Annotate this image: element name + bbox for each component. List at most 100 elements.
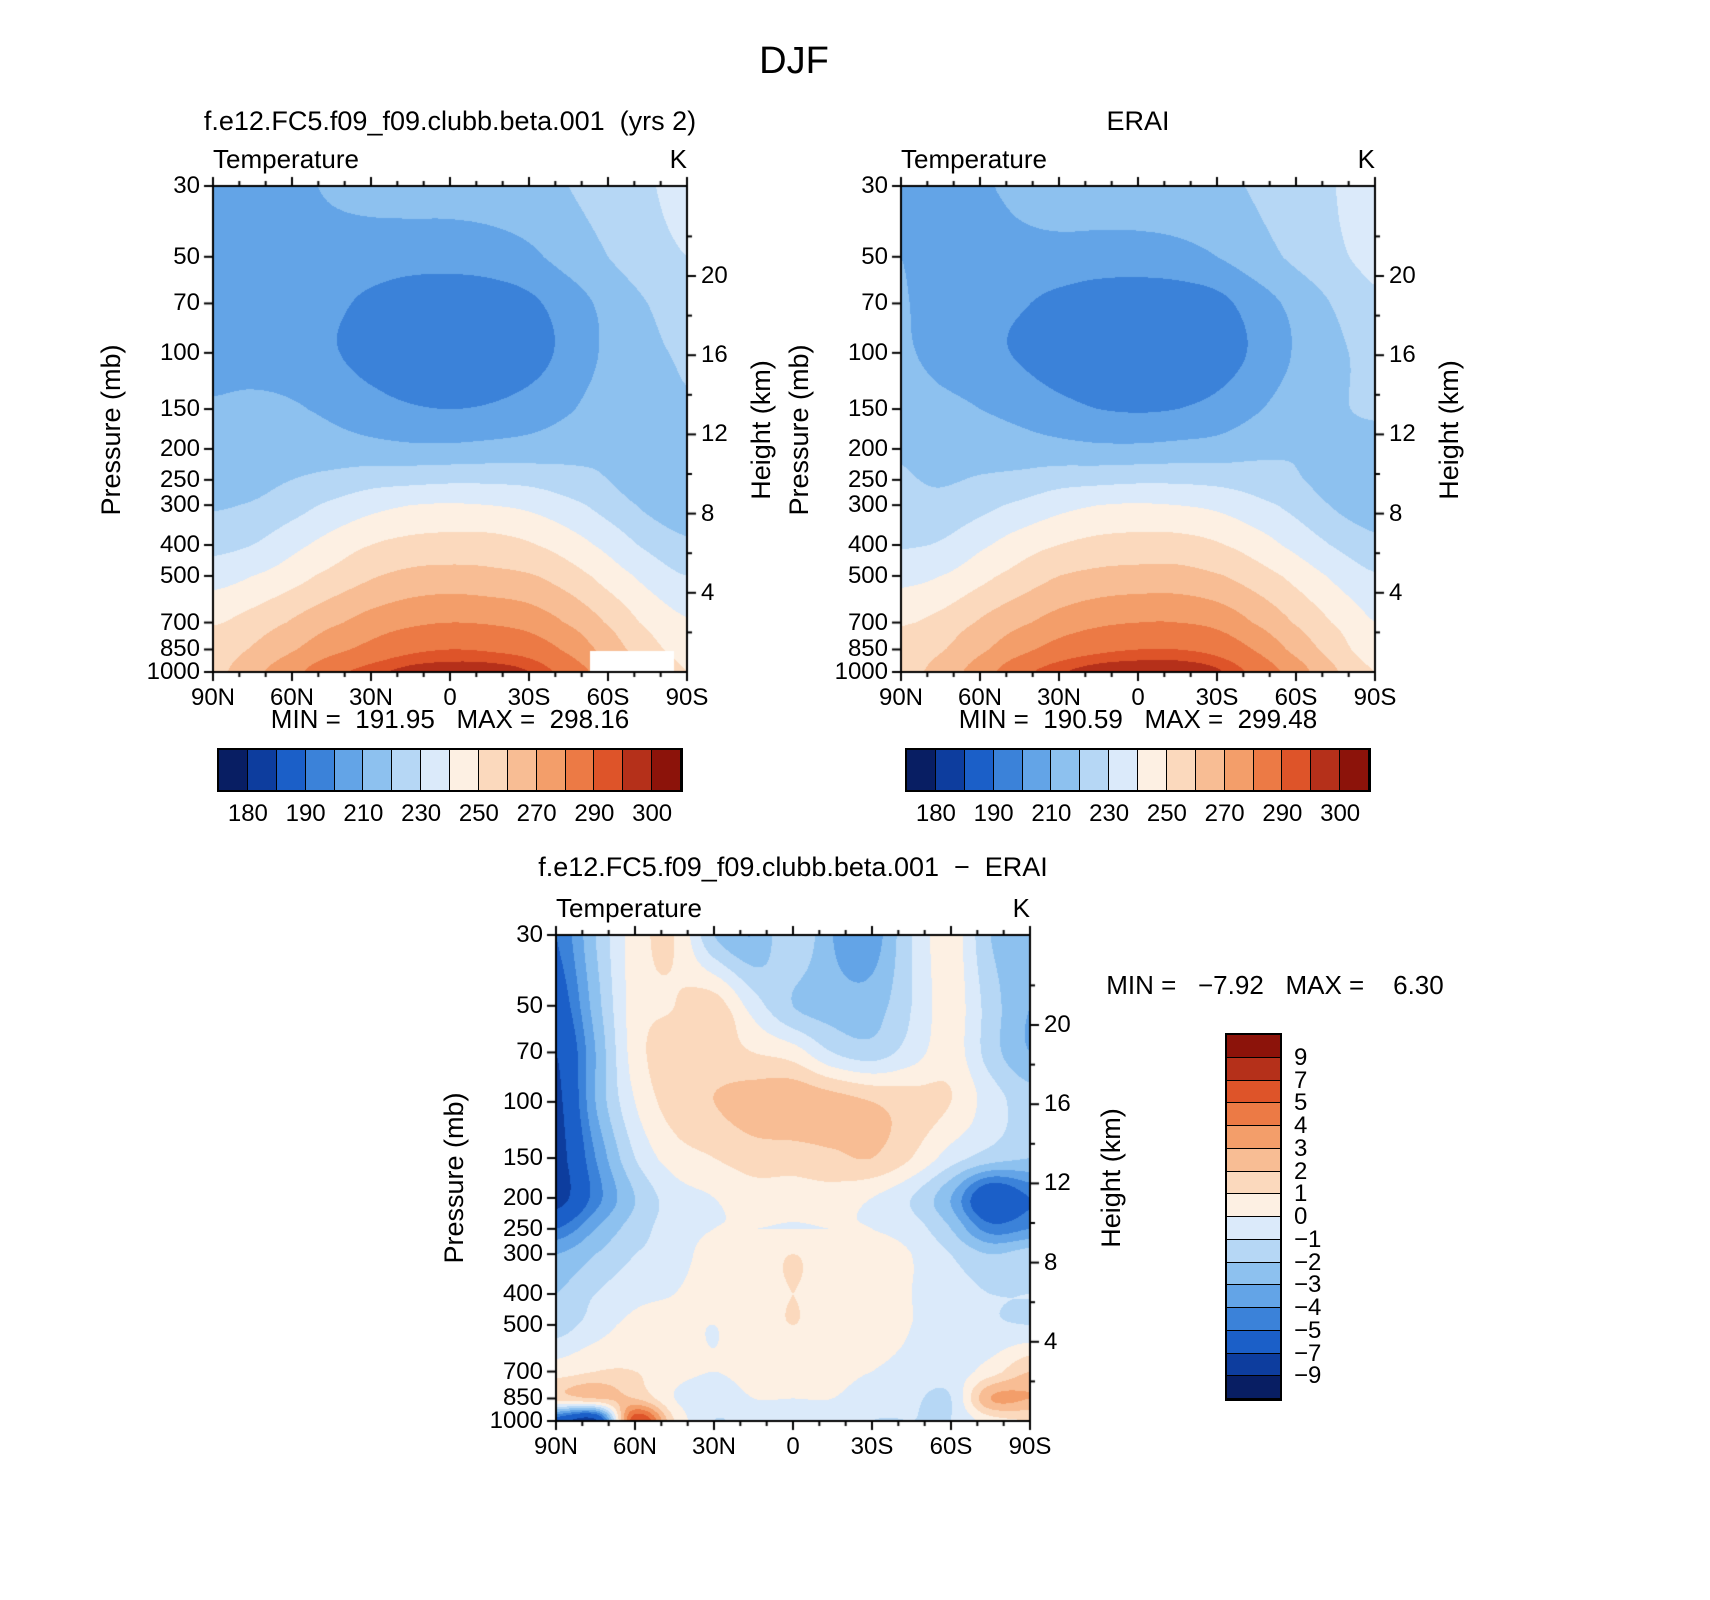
colorbar-segment (1253, 750, 1283, 790)
colorbar-segment (305, 750, 335, 790)
tick-label: 500 (847, 561, 888, 589)
tick-label: 290 (574, 800, 615, 827)
colorbar-segment (993, 750, 1023, 790)
tick-label: 180 (915, 800, 956, 827)
colorbar-segment (1227, 1262, 1280, 1286)
colorbar-segment (907, 750, 936, 790)
panel-title-diff: f.e12.FC5.f09_f09.clubb.beta.001 − ERAI (538, 852, 1048, 882)
tick-label: 210 (343, 800, 384, 827)
colorbar-segment (1195, 750, 1225, 790)
colorbar-segment (1138, 750, 1167, 790)
minmax-diff: MIN = −7.92 MAX = 6.30 (1106, 970, 1444, 1000)
tick-label: 700 (847, 608, 888, 636)
colorbar-segment (1227, 1239, 1280, 1263)
tick-label: 30S (850, 1433, 894, 1460)
tick-label: 400 (847, 531, 888, 558)
contour-canvas-erai (889, 174, 1387, 684)
field-label-model: Temperature (213, 144, 359, 174)
units-label-diff: K (1012, 893, 1030, 923)
tick-label: 8 (1044, 1248, 1058, 1276)
tick-label: 300 (1320, 800, 1361, 827)
colorbar-segment (507, 750, 537, 790)
tick-label: 230 (1089, 800, 1130, 827)
tick-label: 250 (159, 465, 200, 493)
colorbar-segment (1227, 1171, 1280, 1195)
colorbar-segment (594, 750, 624, 790)
panel-title-erai: ERAI (1106, 106, 1170, 136)
colorbar-segment (421, 750, 450, 790)
field-label-diff: Temperature (556, 893, 702, 923)
colorbar-segment (1166, 750, 1196, 790)
colorbar-segment (1227, 1285, 1280, 1308)
colorbar-segment (334, 750, 364, 790)
colorbar-segment (1227, 1057, 1280, 1081)
tick-label: 200 (847, 434, 888, 462)
tick-label: 4 (1044, 1327, 1058, 1355)
tick-label: 9 (1294, 1043, 1308, 1071)
tick-label: 230 (401, 800, 442, 827)
contour-canvas-model (201, 174, 699, 684)
tick-label: 60S (586, 684, 630, 711)
tick-label: 60N (269, 684, 315, 711)
colorbar-segment (1227, 1217, 1280, 1240)
tick-label: 250 (502, 1214, 543, 1242)
colorbar-segment (219, 750, 248, 790)
tick-label: 30 (173, 172, 200, 199)
tick-label: 190 (285, 800, 326, 827)
tick-label: −5 (1294, 1316, 1322, 1344)
colorbar-segment (1227, 1035, 1280, 1058)
colorbar-segment (1080, 750, 1110, 790)
tick-label: 50 (861, 242, 888, 270)
colorbar-segment (1227, 1148, 1280, 1172)
tick-label: 90S (1353, 684, 1397, 711)
colorbar-segment (1109, 750, 1138, 790)
temperature-colorbar-erai: 180 190 210 230 250 270 290 300 (905, 748, 1371, 826)
minmax-erai: MIN = 190.59 MAX = 299.48 (958, 704, 1318, 734)
tick-label: 50 (516, 991, 543, 1019)
temperature-colorbar-model: 180 190 210 230 250 270 290 300 (217, 748, 683, 826)
tick-label: 400 (159, 531, 200, 558)
tick-label: 300 (847, 491, 888, 519)
tick-label: 270 (1204, 800, 1245, 827)
tick-label: 30N (1036, 684, 1082, 711)
tick-label: 0 (1131, 684, 1145, 711)
tick-label: 180 (227, 800, 268, 827)
tick-label: 150 (502, 1144, 543, 1172)
tick-label: 30S (1195, 684, 1239, 711)
tick-label: 850 (502, 1384, 543, 1412)
tick-label: 1 (1294, 1180, 1308, 1208)
tick-label: 2 (1294, 1157, 1308, 1185)
colorbar-segment (536, 750, 566, 790)
tick-label: 0 (786, 1433, 800, 1460)
tick-label: 20 (1389, 262, 1416, 289)
colorbar-segment (1227, 1126, 1280, 1149)
tick-label: 150 (159, 395, 200, 423)
colorbar-segment (1311, 750, 1341, 790)
tick-label: 30N (691, 1433, 737, 1460)
pressure-axis-title-model: Pressure (mb) (96, 344, 126, 516)
panel-title-model: f.e12.FC5.f09_f09.clubb.beta.001 (yrs 2) (203, 106, 697, 136)
units-label-erai: K (1357, 144, 1375, 174)
tick-label: 200 (502, 1183, 543, 1211)
tick-label: 90N (878, 684, 924, 711)
tick-label: 90N (190, 684, 236, 711)
colorbar-segment (964, 750, 994, 790)
tick-label: −3 (1294, 1271, 1322, 1299)
tick-label: 70 (861, 289, 888, 317)
tick-label: 300 (159, 491, 200, 519)
colorbar-segment (1227, 1194, 1280, 1217)
colorbar-segment (450, 750, 479, 790)
figure-title: DJF (759, 40, 829, 82)
minmax-model: MIN = 191.95 MAX = 298.16 (270, 704, 630, 734)
colorbar-segment (1227, 1376, 1280, 1399)
tick-label: 5 (1294, 1089, 1308, 1117)
colorbar-segment (247, 750, 277, 790)
tick-label: 90S (1008, 1433, 1052, 1460)
tick-label: 1000 (146, 658, 200, 685)
tick-label: 300 (502, 1240, 543, 1268)
tick-label: 190 (973, 800, 1014, 827)
units-label-model: K (669, 144, 687, 174)
tick-label: 16 (701, 341, 728, 369)
tick-label: 7 (1294, 1066, 1308, 1094)
colorbar-segment (935, 750, 965, 790)
